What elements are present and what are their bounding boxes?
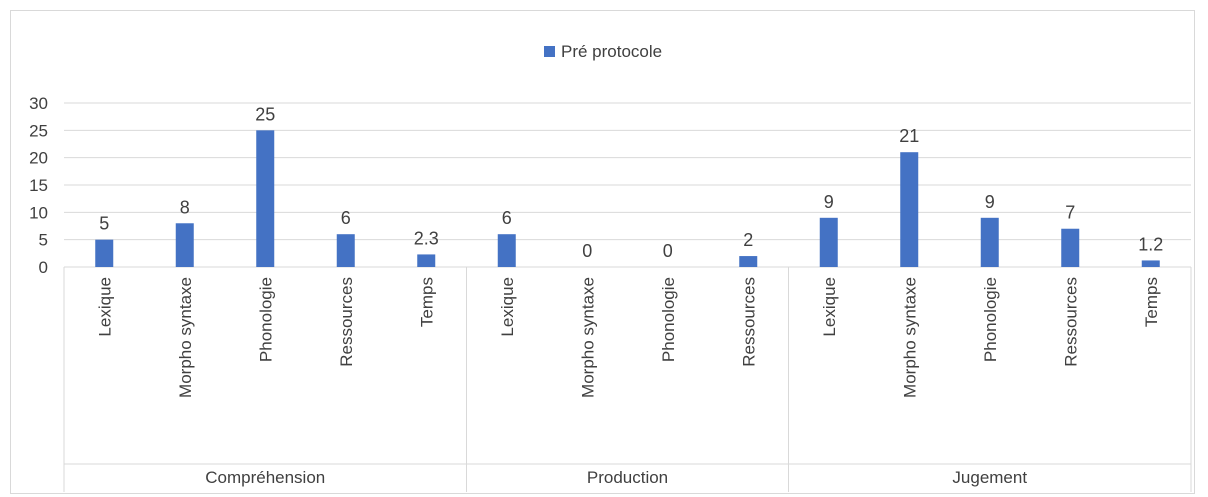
x-tick-label: Ressources [337,277,356,367]
data-label: 2 [743,230,753,250]
bars [95,130,1160,267]
y-tick-label: 0 [39,258,48,277]
legend-label: Pré protocole [561,42,662,61]
data-label: 2.3 [414,228,439,248]
legend: Pré protocole [544,42,662,61]
bar [739,256,758,267]
data-label: 25 [255,104,275,124]
data-label: 0 [582,241,592,261]
x-tick-label: Ressources [739,277,758,367]
x-tick-label: Phonologie [981,277,1000,362]
bar [819,217,838,267]
x-tick-label: Temps [417,277,436,327]
y-tick-label: 15 [29,176,48,195]
y-tick-label: 20 [29,149,48,168]
x-tick-label: Phonologie [256,277,275,362]
data-label: 5 [99,214,109,234]
bar [256,130,275,267]
y-tick-label: 10 [29,203,48,222]
data-label: 6 [502,208,512,228]
data-label: 9 [824,192,834,212]
bar [175,223,194,267]
data-label: 1.2 [1138,234,1163,254]
group-label: Compréhension [205,468,325,487]
data-label: 9 [985,192,995,212]
legend-swatch [544,46,555,57]
data-label: 0 [663,241,673,261]
bar [417,254,436,267]
x-tick-label: Lexique [95,277,114,337]
x-tick-label: Lexique [498,277,517,337]
x-tick-label: Morpho syntaxe [176,277,195,398]
bar [980,217,999,267]
bar [336,234,355,267]
data-label: 7 [1065,203,1075,223]
y-tick-label: 5 [39,231,48,250]
data-labels: 5 8 25 6 2.3 6 0 0 2 9 21 9 7 1.2 [99,104,1163,261]
bar [1061,228,1080,267]
bar [900,152,919,267]
bar [1141,260,1160,267]
y-tick-label: 30 [29,94,48,113]
y-tick-label: 25 [29,121,48,140]
x-tick-label: Lexique [820,277,839,337]
x-tick-label: Morpho syntaxe [900,277,919,398]
group-label: Jugement [952,468,1027,487]
group-label: Production [587,468,668,487]
x-tick-label: Morpho syntaxe [578,277,597,398]
bar [95,239,114,267]
data-label: 6 [341,208,351,228]
x-axis: Lexique Morpho syntaxe Phonologie Ressource… [63,267,1192,492]
y-axis: 0 5 10 15 20 25 30 [29,94,48,277]
bar [497,234,516,267]
gridlines [64,102,1191,268]
x-tick-label: Phonologie [659,277,678,362]
data-label: 8 [180,197,190,217]
data-label: 21 [899,126,919,146]
x-tick-label: Temps [1142,277,1161,327]
x-tick-label: Ressources [1061,277,1080,367]
